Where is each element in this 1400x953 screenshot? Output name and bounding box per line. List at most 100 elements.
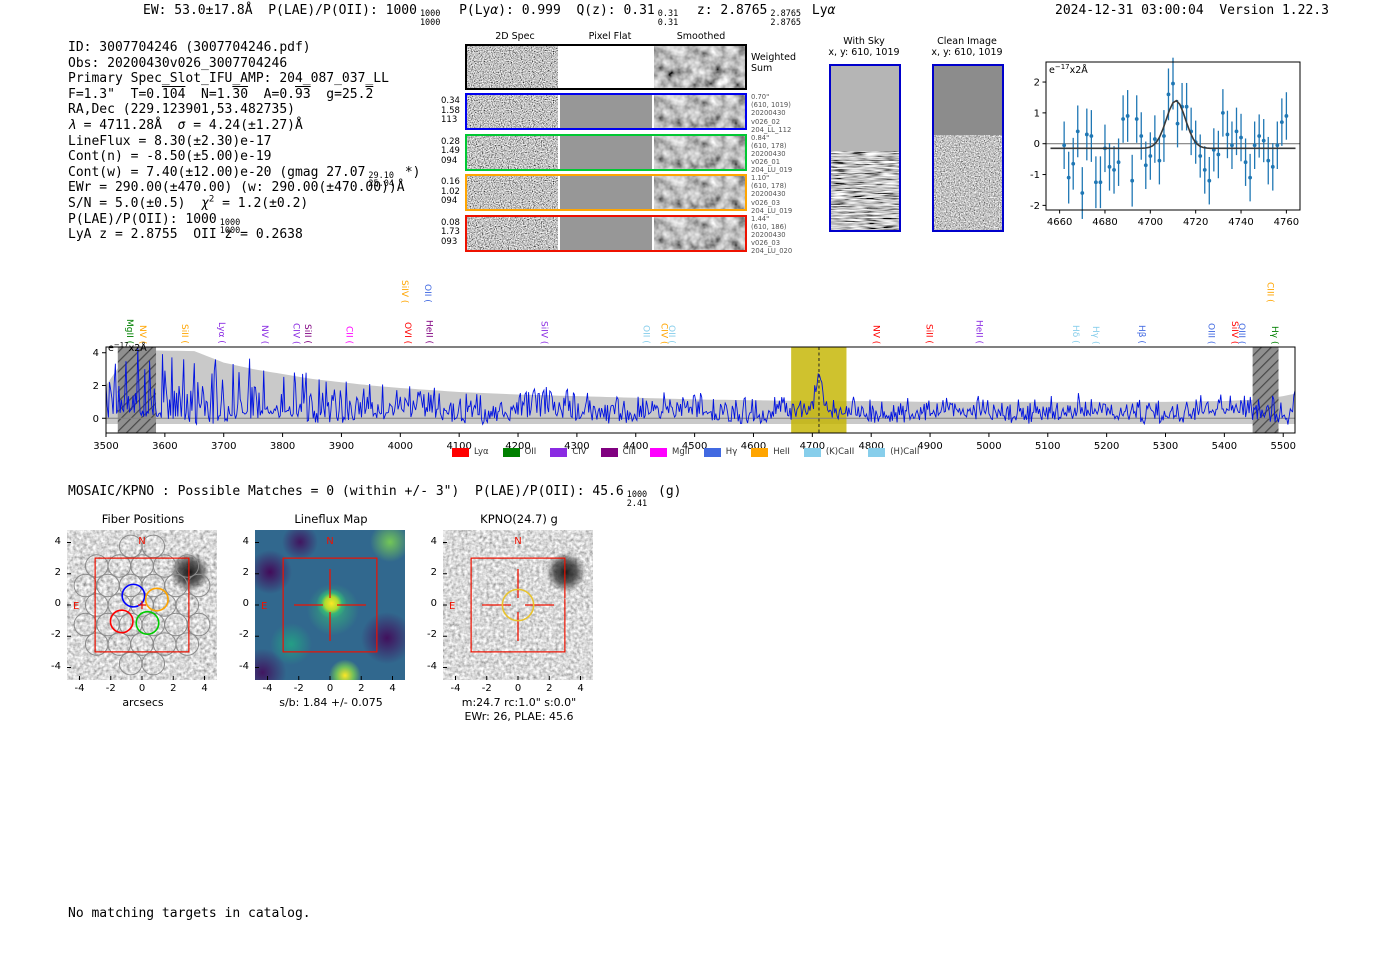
data-point — [1089, 134, 1094, 138]
axes-box — [105, 346, 1296, 434]
y-tick-label: 2 — [93, 381, 99, 392]
y-tick-label: -1 — [1030, 170, 1040, 181]
legend-swatch — [452, 447, 469, 457]
fiber-smoothed-image — [653, 135, 745, 169]
y-tick-label: 2 — [430, 566, 437, 578]
full-spectrum-plot: 3500 3600 3700 3800 3900 4000 4100 4200 4300 4400… — [93, 341, 1296, 452]
weight-value: 094 — [441, 155, 458, 166]
legend-swatch — [868, 447, 886, 457]
timestamp-version: 2024-12-31 03:00:04 Version 1.22.3 — [1055, 3, 1329, 18]
emission-line-label: SiII ( — [301, 324, 312, 344]
annotation-line: 20200430 — [751, 109, 786, 118]
annotation-line: (610, 178) — [751, 141, 787, 150]
compass-north-label: N — [514, 536, 521, 547]
fiber-row-weights: 0.08 1.73 093 — [441, 217, 460, 248]
text-segment: Cont(w) = 7.40(±12.00)e-20 (gmag 27.07 — [68, 164, 366, 180]
x-tick-label: 0 — [514, 683, 522, 694]
x-tick-label: 4760 — [1274, 217, 1299, 227]
fraction-top: 0.31 — [657, 9, 679, 19]
annotation-line: v026_02 — [751, 117, 781, 126]
spec2d-title-2dspec: 2D Spec — [495, 31, 535, 42]
data-point — [1252, 143, 1257, 148]
legend-item: (K)CaII — [803, 447, 854, 457]
fiber-aperture — [144, 587, 169, 612]
legend-swatch — [803, 447, 821, 457]
fiber-row-annotation: 0.84" (610, 178) 20200430 v026_01 204_LU_019 — [751, 134, 792, 175]
x-tick-label: 3800 — [270, 441, 295, 452]
data-point — [1071, 161, 1076, 166]
x-tick-label: 3700 — [211, 441, 236, 452]
emission-line-label: OII ( — [421, 284, 432, 303]
text-segment: ID: 3007704246 (3007704246.pdf) — [68, 40, 311, 55]
data-point — [1270, 164, 1275, 169]
stacked-fraction: 29.10 25.04 — [368, 172, 394, 189]
legend-label: CIV — [572, 447, 587, 457]
text-segment: Ly — [804, 3, 828, 18]
bright-source-blob — [169, 552, 210, 593]
text-segment: F=1.3" T=0. — [68, 86, 162, 102]
text-segment: S/N = 5.0(±0.5) — [68, 195, 202, 211]
fiber-pixelflat-image — [560, 95, 652, 128]
legend-swatch — [751, 447, 769, 457]
data-point — [1075, 129, 1080, 134]
y-tick-label: 0 — [54, 598, 61, 609]
data-point — [1225, 132, 1230, 137]
fiber-2dspec-image — [467, 176, 559, 209]
emission-line-label: MgII ( — [124, 318, 135, 344]
data-point — [1239, 135, 1243, 140]
legend-item: CIII — [600, 447, 636, 457]
italic-segment: χ — [201, 195, 209, 211]
text-segment: LineFlux = 8.30(±2.30)e-17 — [68, 133, 272, 149]
fraction-bottom: 0.31 — [657, 17, 679, 28]
fiber-circle — [175, 632, 200, 656]
emission-line-label: HeII ( — [973, 320, 984, 344]
fiber-aperture — [121, 583, 146, 608]
fraction-bottom: 2.8765 — [770, 17, 802, 28]
fraction-top: 29.10 — [368, 170, 395, 181]
y-tick-label: 0 — [242, 598, 249, 609]
legend-swatch — [703, 447, 721, 457]
info-line: Cont(n) = -8.50(±5.00)e-19 — [68, 149, 421, 165]
annotation-line: 204_LU_019 — [751, 166, 793, 175]
x-tick-label: 5400 — [1212, 441, 1237, 452]
info-line: ID: 3007704246 (3007704246.pdf) — [68, 40, 421, 56]
y-tick-label: -4 — [51, 660, 61, 672]
spec2d-fiber-row — [465, 214, 747, 252]
info-line: Obs: 20200430v026_3007704246 — [68, 56, 421, 72]
data-point — [1216, 152, 1221, 157]
spectrum-line — [105, 348, 1296, 426]
weight-value: 1.58 — [441, 105, 460, 116]
y-tick-label: 4 — [242, 535, 249, 547]
bright-source-blob — [545, 552, 586, 593]
data-point — [1166, 92, 1171, 97]
emission-line-label: NV ( — [137, 324, 148, 344]
fiber-2dspec-image — [467, 135, 559, 169]
y-tick-label: -2 — [51, 629, 61, 641]
fiber-aperture — [135, 610, 160, 636]
data-point — [1257, 134, 1262, 138]
data-point — [1234, 129, 1239, 134]
compass-east-label: E — [73, 601, 79, 612]
emission-line-label: SiIV ( — [399, 279, 410, 303]
spectrum-legend: Lyα OII CIV CIII MgII Hγ HeII (K)CaII (H)CaII — [452, 447, 919, 457]
data-point — [1220, 110, 1225, 115]
withsky-title: With Sky x, y: 610, 1019 — [828, 36, 900, 58]
weight-value: 093 — [441, 236, 458, 247]
text-segment: g=25. — [310, 86, 366, 102]
spec2d-fiber-row — [465, 93, 747, 130]
legend-item: Hγ — [703, 447, 737, 457]
weight-value: 0.08 — [441, 217, 460, 228]
weight-value: 1.49 — [441, 146, 460, 156]
x-tick-label: -4 — [74, 683, 85, 694]
x-tick-label: 5500 — [1271, 441, 1296, 452]
emission-line-label: OII ( — [666, 325, 677, 344]
data-point — [1116, 160, 1121, 165]
text-segment: z: 2.8765 — [681, 3, 768, 18]
x-tick-label: -2 — [293, 683, 304, 694]
fiber-positions-xlabel: arcsecs — [122, 696, 164, 709]
compass-north-label: N — [138, 536, 145, 547]
emission-line-label: SiIV ( — [1228, 320, 1239, 344]
info-line: LineFlux = 8.30(±2.30)e-17 — [68, 134, 421, 150]
weighted-2dspec-image — [467, 46, 559, 88]
